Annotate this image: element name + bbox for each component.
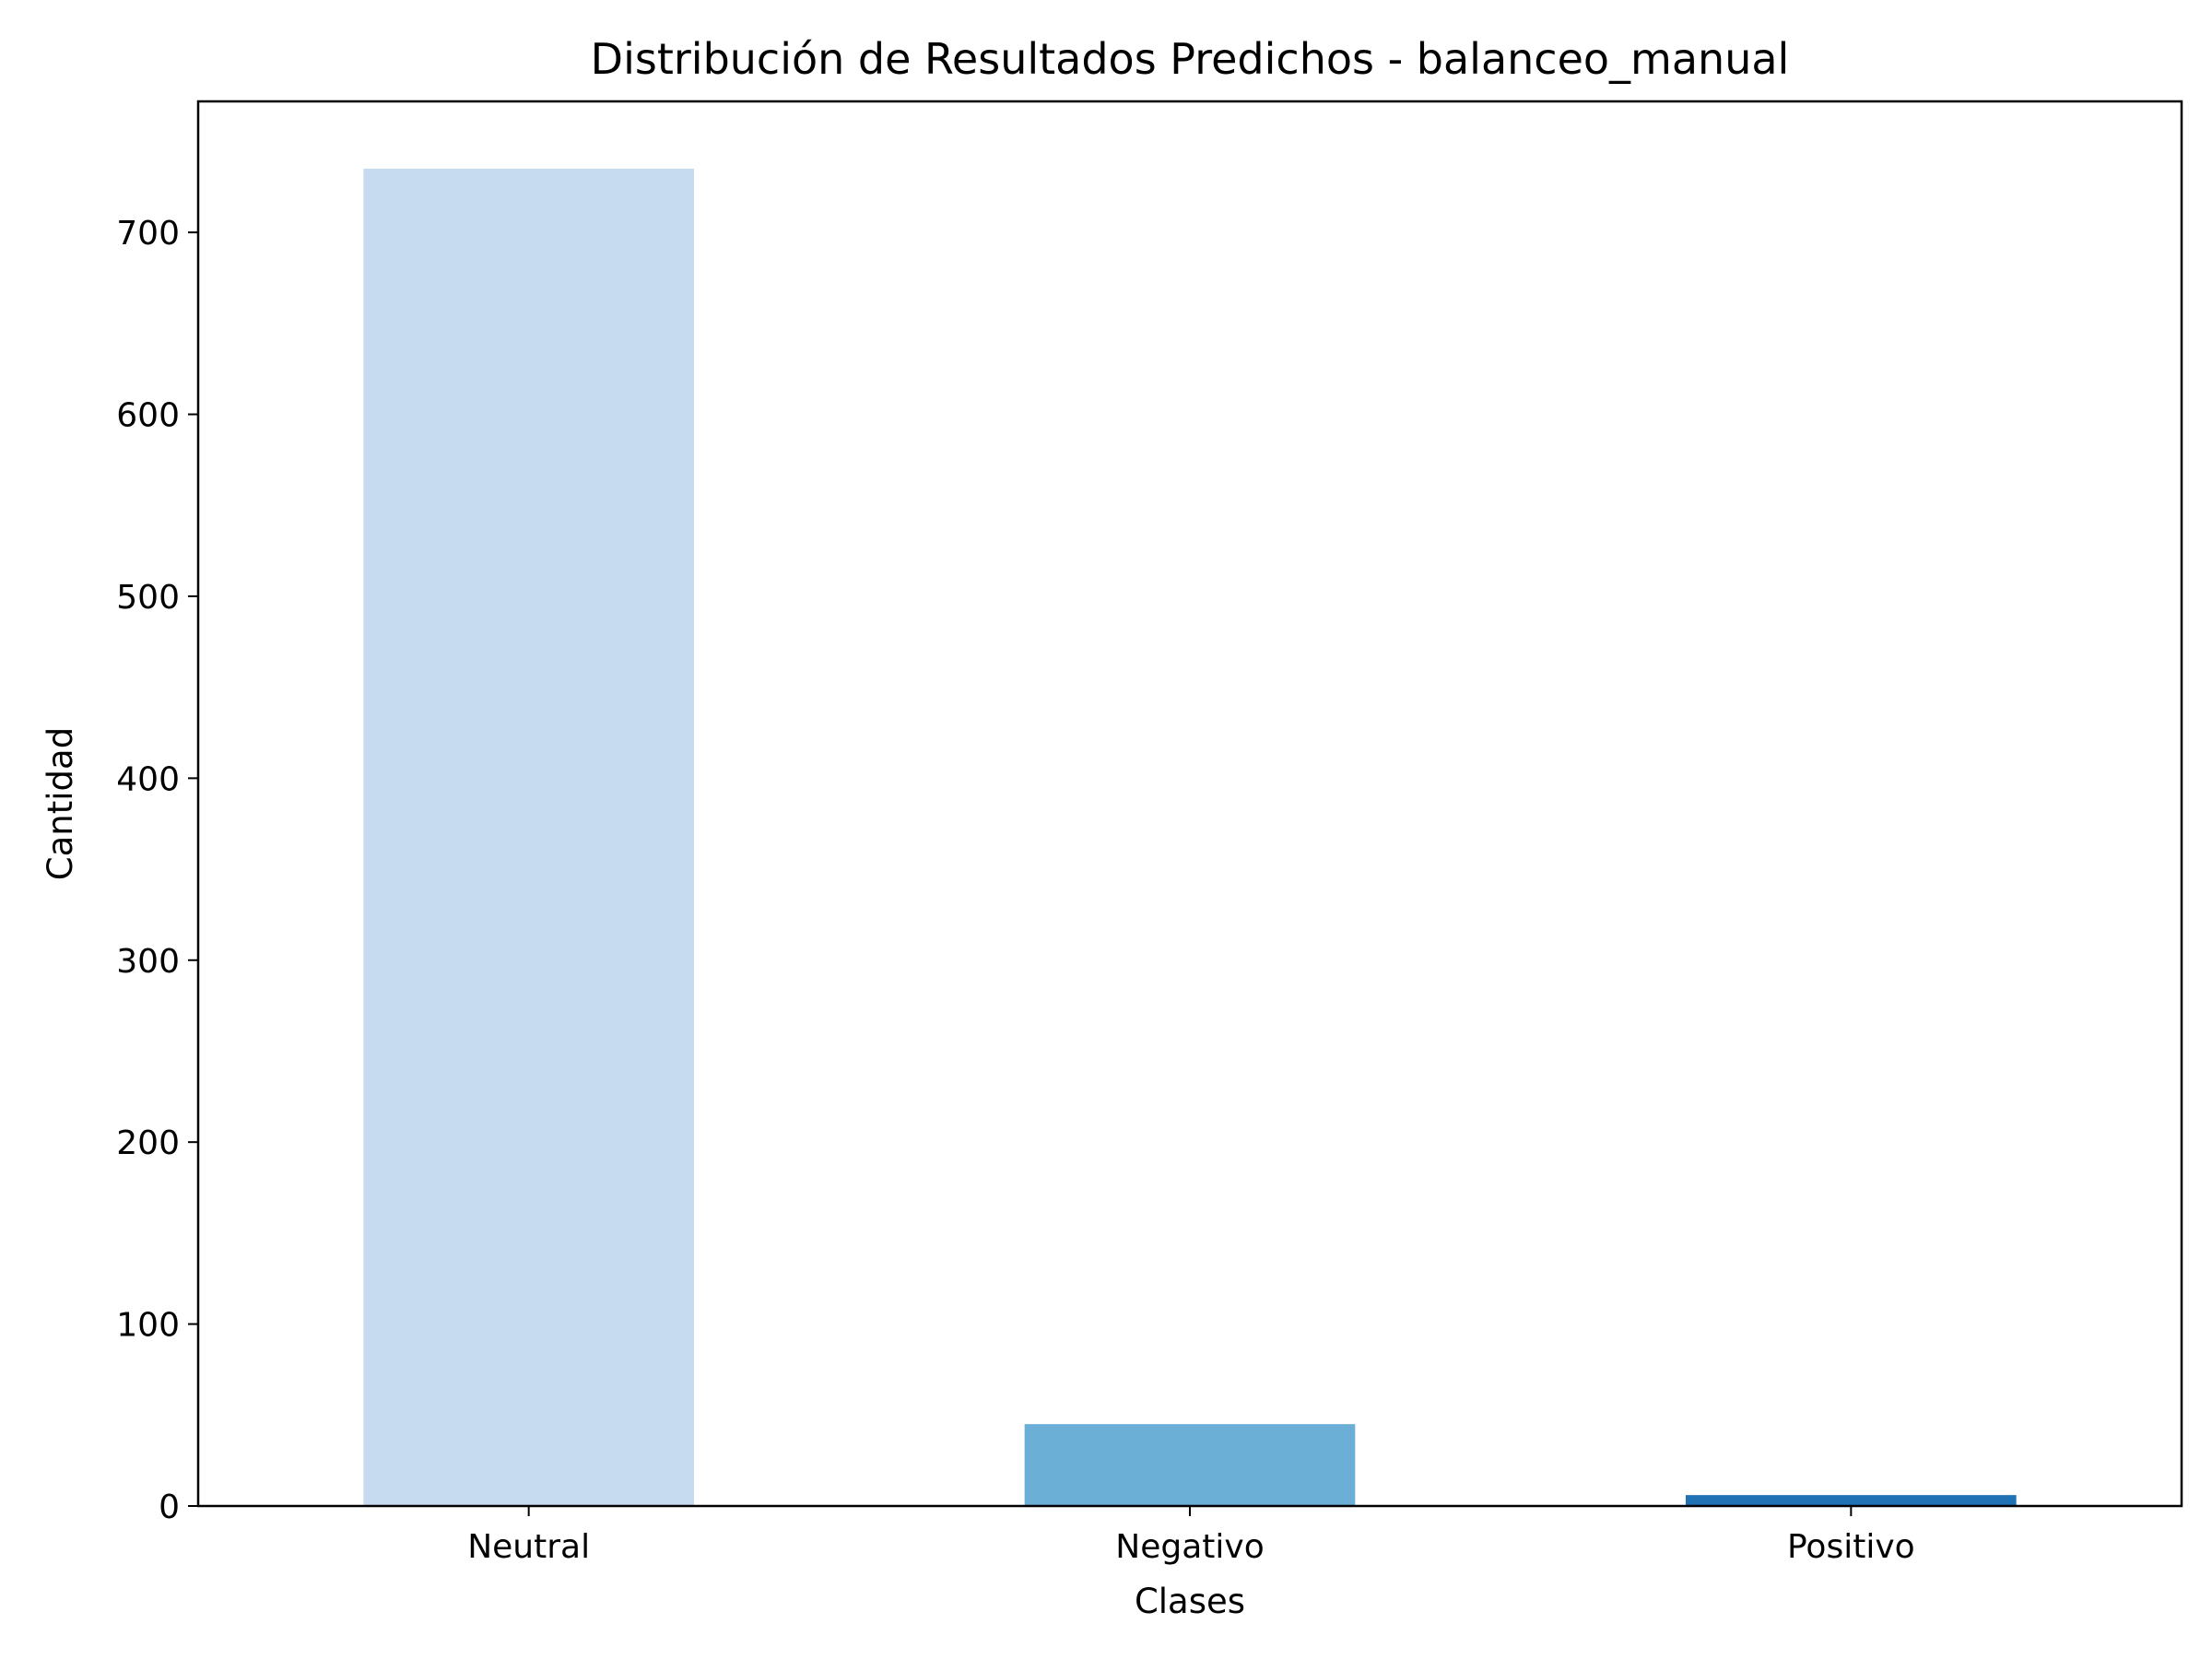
x-axis-ticks: Neutral Negativo Positivo (467, 1506, 1915, 1566)
x-tick-label: Positivo (1787, 1528, 1915, 1566)
chart-title: Distribución de Resultados Predichos - b… (591, 34, 1790, 84)
plot-frame (196, 100, 2183, 1508)
y-axis-label: Cantidad (41, 727, 80, 880)
bar-negativo (1024, 1424, 1356, 1506)
y-tick-label: 700 (116, 215, 180, 253)
x-tick-label: Negativo (1115, 1528, 1264, 1566)
x-tick-label: Neutral (467, 1528, 590, 1566)
y-tick-label: 500 (116, 579, 180, 617)
bar-neutral (363, 169, 694, 1506)
y-tick-label: 400 (116, 760, 180, 798)
bars-group (363, 169, 2017, 1506)
bar-positivo (1686, 1495, 2017, 1506)
y-axis-ticks: 0 100 200 300 400 500 600 700 (116, 215, 198, 1526)
y-tick-label: 300 (116, 943, 180, 981)
y-tick-label: 100 (116, 1307, 180, 1345)
x-axis-label: Clases (1135, 1582, 1245, 1621)
y-tick-label: 600 (116, 397, 180, 435)
y-tick-label: 200 (116, 1124, 180, 1162)
y-tick-label: 0 (159, 1488, 180, 1526)
